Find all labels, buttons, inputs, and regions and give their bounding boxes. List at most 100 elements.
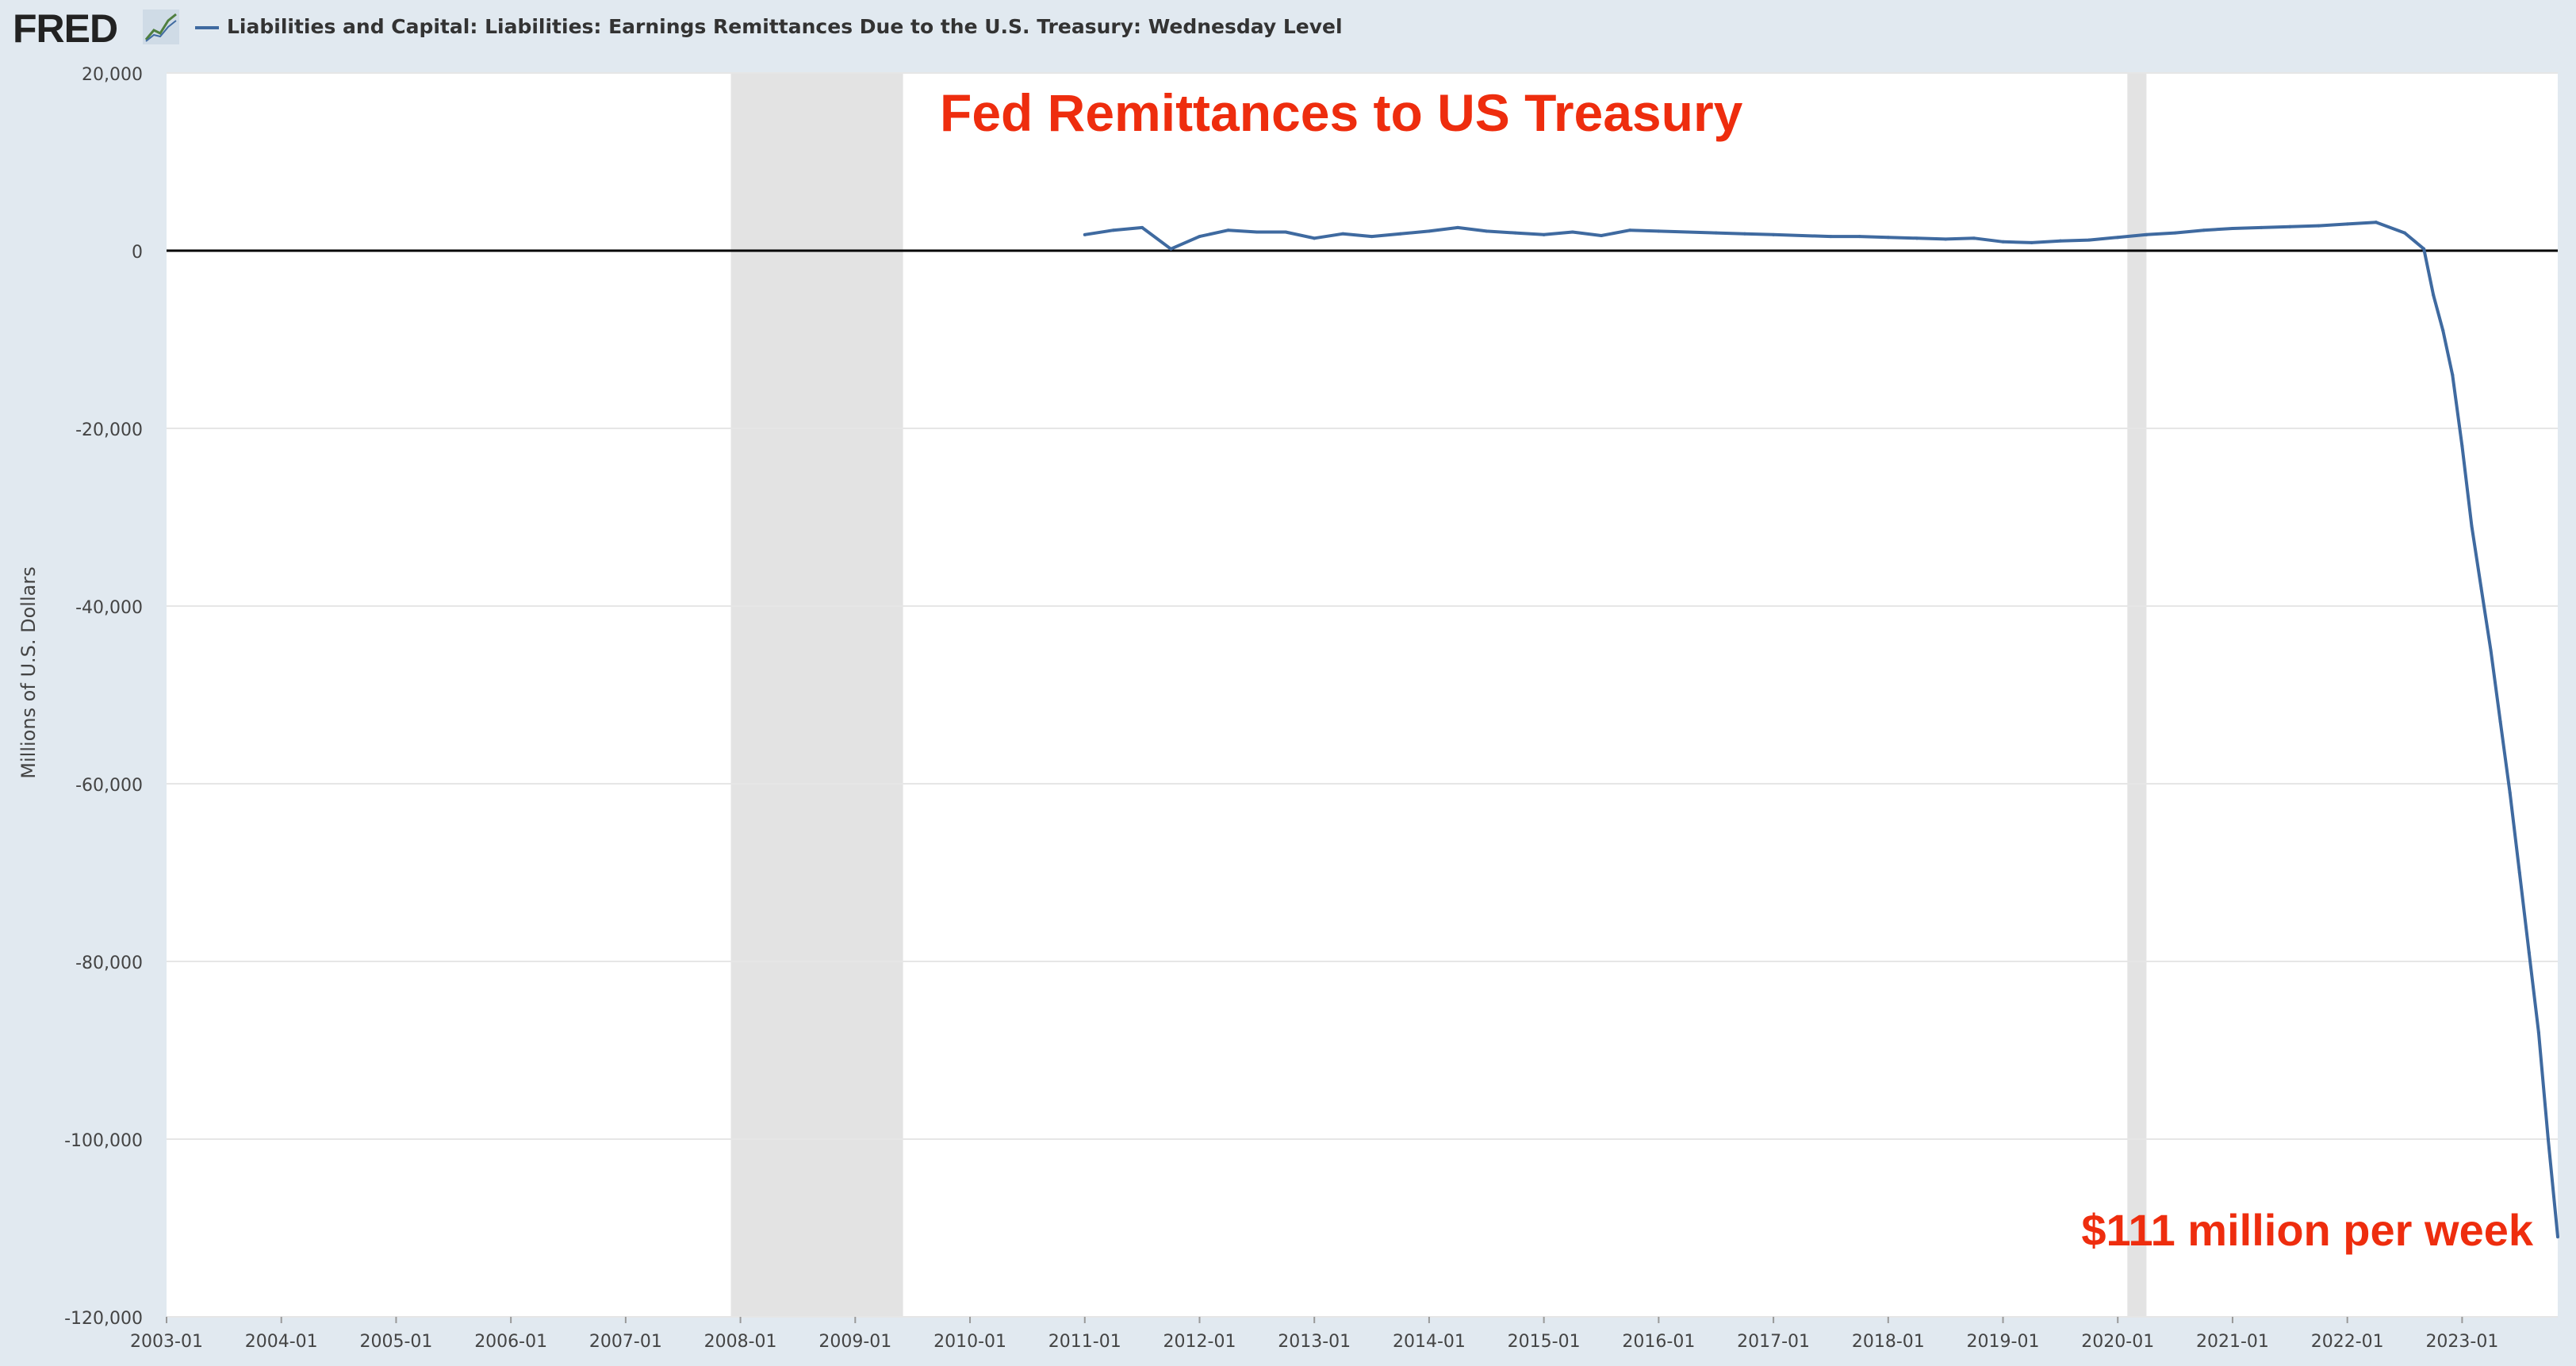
x-axis-ticks: 2003-01 2004-01 2005-01 2006-01 2007-01 2008-… — [130, 1317, 2498, 1352]
data-point — [2536, 1030, 2540, 1034]
annotation-title: Fed Remittances to US Treasury — [940, 83, 1743, 142]
x-tick-label: 2013-01 — [1278, 1332, 1351, 1352]
x-tick-label: 2017-01 — [1737, 1332, 1810, 1352]
data-point — [1313, 236, 1317, 240]
series-line — [1084, 221, 2559, 1237]
x-tick-label: 2006-01 — [474, 1332, 547, 1352]
y-tick-label: -40,000 — [75, 598, 143, 618]
data-point — [1772, 232, 1776, 236]
x-tick-label: 2020-01 — [2081, 1332, 2154, 1352]
legend-line-icon — [195, 26, 219, 29]
fred-logo[interactable]: FRED — [13, 6, 118, 51]
recession-band — [730, 73, 903, 1317]
y-tick-label: -120,000 — [64, 1309, 143, 1329]
x-tick-label: 2011-01 — [1048, 1332, 1121, 1352]
data-point — [1742, 232, 1746, 236]
data-point — [2116, 236, 2120, 240]
series-title: Liabilities and Capital: Liabilities: Ea… — [227, 15, 1343, 38]
data-point — [2441, 328, 2445, 332]
x-tick-label: 2004-01 — [245, 1332, 318, 1352]
annotation-note: $111 million per week — [2081, 1205, 2534, 1255]
y-tick-label: -80,000 — [75, 954, 143, 973]
data-point — [1140, 225, 1144, 229]
chart-header: FRED Liabilities and Capital: Liabilitie… — [0, 0, 2576, 63]
x-tick-label: 2005-01 — [359, 1332, 432, 1352]
data-point — [2432, 294, 2436, 297]
x-tick-label: 2019-01 — [1967, 1332, 2040, 1352]
data-point — [2556, 1235, 2559, 1239]
y-axis-ticks: 20,000 0 -20,000 -40,000 -60,000 -80,000 -100,… — [64, 65, 143, 1329]
data-point — [1169, 247, 1173, 251]
data-point — [2202, 228, 2206, 232]
data-point — [1972, 236, 1976, 240]
y-tick-label: 20,000 — [82, 65, 143, 85]
data-point — [1111, 228, 1115, 232]
data-point — [1341, 232, 1345, 236]
y-tick-label: -20,000 — [75, 420, 143, 440]
data-point — [1570, 230, 1574, 234]
data-point — [1370, 235, 1374, 239]
data-point — [2479, 586, 2483, 590]
x-tick-label: 2008-01 — [704, 1332, 777, 1352]
data-point — [2460, 444, 2464, 448]
data-point — [1284, 230, 1288, 234]
data-point — [2058, 239, 2062, 243]
data-point — [2517, 871, 2521, 874]
data-point — [1198, 235, 1202, 239]
data-point — [1857, 235, 1861, 239]
x-tick-label: 2018-01 — [1852, 1332, 1925, 1352]
y-tick-label: 0 — [132, 243, 143, 263]
data-point — [1800, 233, 1804, 237]
data-point — [1456, 225, 1460, 229]
data-point — [1485, 229, 1489, 233]
y-tick-label: -60,000 — [75, 776, 143, 796]
recession-shading — [730, 73, 2147, 1317]
gridlines — [167, 72, 2558, 1318]
plot-area — [167, 73, 2558, 1317]
data-point — [1915, 236, 1919, 240]
data-point — [2317, 224, 2321, 228]
data-point — [2001, 240, 2005, 244]
data-point — [2470, 524, 2474, 528]
data-point — [2498, 719, 2502, 723]
x-tick-label: 2014-01 — [1393, 1332, 1466, 1352]
data-point — [1542, 232, 1546, 236]
data-point — [2087, 238, 2091, 242]
data-point — [2145, 232, 2149, 236]
data-point — [1398, 232, 1402, 236]
data-point — [2403, 231, 2407, 235]
data-point — [2508, 791, 2512, 795]
data-point — [2173, 231, 2177, 235]
data-point — [2489, 649, 2493, 652]
data-point — [2546, 1138, 2550, 1141]
line-chart-icon — [143, 10, 179, 44]
data-point — [1255, 230, 1259, 234]
x-tick-label: 2023-01 — [2425, 1332, 2498, 1352]
data-point — [2374, 221, 2378, 224]
x-tick-label: 2012-01 — [1163, 1332, 1236, 1352]
data-point — [1886, 236, 1890, 240]
x-tick-label: 2021-01 — [2196, 1332, 2269, 1352]
data-point — [1600, 233, 1603, 237]
data-point — [2230, 227, 2234, 230]
x-tick-label: 2015-01 — [1508, 1332, 1581, 1352]
x-tick-label: 2007-01 — [589, 1332, 662, 1352]
data-point — [1685, 230, 1689, 234]
data-point — [1513, 231, 1517, 235]
data-point — [1427, 229, 1431, 233]
data-point — [1714, 231, 1718, 235]
data-point — [1829, 235, 1833, 239]
data-point — [2345, 222, 2349, 226]
x-tick-label: 2016-01 — [1622, 1332, 1695, 1352]
data-point — [2422, 247, 2426, 251]
data-point — [2030, 240, 2034, 244]
data-point — [2527, 950, 2531, 954]
x-tick-label: 2022-01 — [2311, 1332, 2384, 1352]
data-point — [1657, 229, 1661, 233]
data-point — [1226, 228, 1230, 232]
x-tick-label: 2010-01 — [933, 1332, 1006, 1352]
data-point — [2288, 224, 2292, 228]
data-point — [1083, 232, 1087, 236]
y-axis-label: Millions of U.S. Dollars — [17, 566, 40, 778]
